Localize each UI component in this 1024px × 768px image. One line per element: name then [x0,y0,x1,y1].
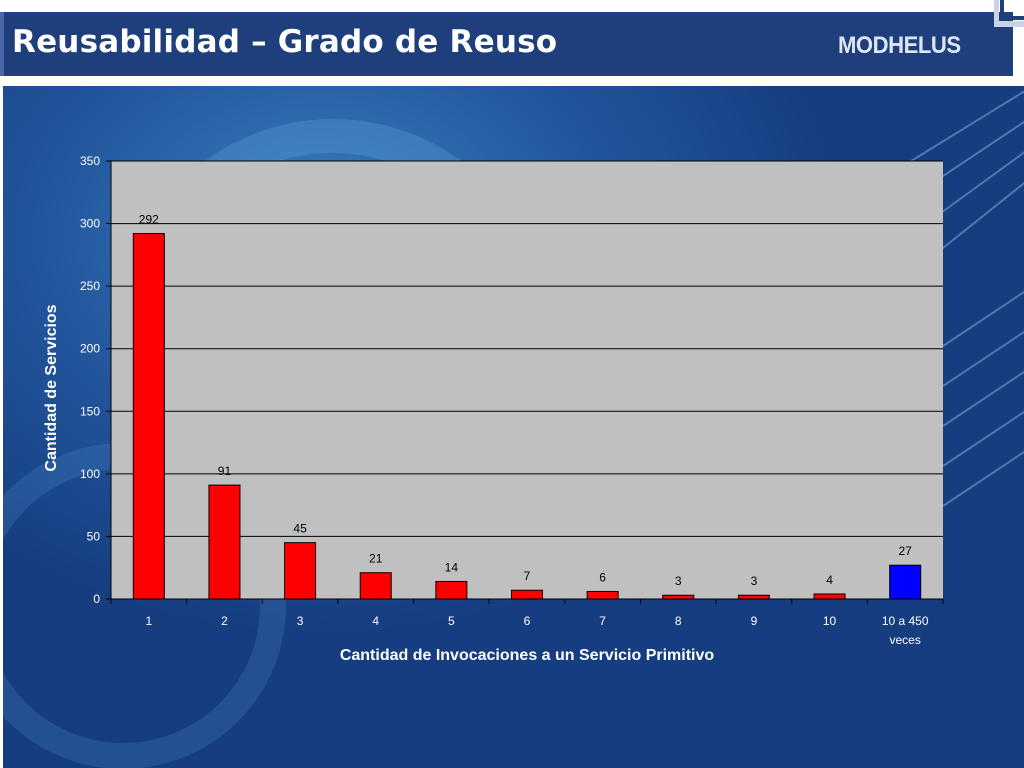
x-tick-label: 9 [751,614,758,628]
y-tick-label: 100 [80,467,100,481]
x-axis-ticks: 1 2 3 4 5 6 7 8 9 10 10 a 450 veces [110,599,944,647]
data-labels: 292 91 45 21 14 7 6 3 3 4 27 [139,213,912,589]
y-axis-ticks: 0 50 100 150 200 250 300 350 [80,154,111,606]
bar-value-label: 3 [675,574,682,588]
x-tick-label: 6 [524,614,531,628]
y-axis-label: Cantidad de Servicios [43,304,60,471]
bar-value-label: 7 [524,569,531,583]
bar-value-label: 6 [599,570,606,584]
bar [889,564,922,600]
bar-value-label: 292 [139,213,159,227]
x-tick-label: 7 [599,614,606,628]
header-separator [0,76,1024,86]
bar [284,542,317,600]
page-title: Reusabilidad – Grado de Reuso [12,24,558,60]
bar [132,233,165,600]
x-tick-label: 10 a 450 veces [882,614,929,647]
y-tick-label: 250 [80,279,100,293]
bar-value-label: 91 [218,464,232,478]
bar [737,594,770,600]
bars [132,233,922,600]
bar [435,580,468,600]
header-bar [0,12,1013,76]
x-tick-label: 4 [372,614,379,628]
bar-value-label: 3 [751,574,758,588]
bar [208,484,241,600]
y-tick-label: 150 [80,404,100,418]
bar [813,593,846,600]
y-tick-label: 50 [87,529,101,543]
x-tick-label: 8 [675,614,682,628]
x-tick-label: 5 [448,614,455,628]
x-tick-label: 10 [823,614,837,628]
y-tick-label: 200 [80,342,100,356]
bar-value-label: 45 [293,522,307,536]
bar-value-label: 4 [826,573,833,587]
x-tick-label: 3 [297,614,304,628]
bar [359,572,392,600]
y-tick-label: 350 [80,154,100,168]
corner-accent-decoration [994,0,1024,27]
x-tick-label: 1 [145,614,152,628]
x-tick-label: 2 [221,614,228,628]
company-logo: MODHELUS [838,32,961,59]
bar [662,594,695,600]
bar-value-label: 14 [445,560,459,574]
y-tick-label: 300 [80,217,100,231]
x-axis-label: Cantidad de Invocaciones a un Servicio P… [340,647,715,664]
bar [586,590,619,600]
bar-value-label: 27 [899,544,913,558]
plot-area [111,161,943,599]
bar-value-label: 21 [369,552,383,566]
y-tick-label: 0 [93,592,100,606]
gridlines [111,160,943,537]
header-left-edge [0,12,4,76]
bar [511,589,543,600]
axes [110,161,943,600]
